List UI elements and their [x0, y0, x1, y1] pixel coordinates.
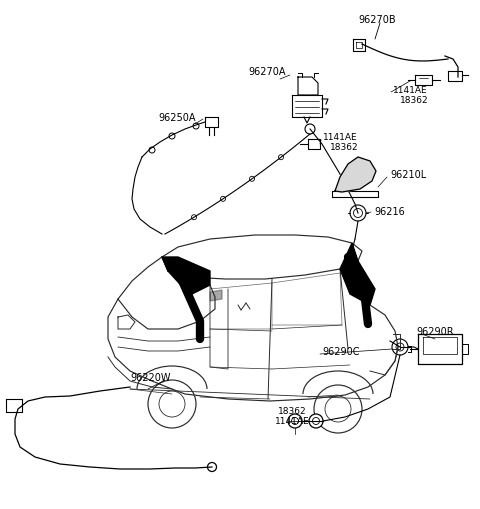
Text: 96250A: 96250A: [158, 113, 195, 123]
Polygon shape: [162, 258, 210, 295]
Polygon shape: [210, 291, 222, 301]
Text: 96270A: 96270A: [248, 67, 286, 77]
Text: 96220W: 96220W: [130, 372, 170, 382]
Text: 96290R: 96290R: [416, 326, 454, 336]
Circle shape: [288, 414, 302, 428]
Text: 18362: 18362: [330, 143, 359, 152]
Text: 18362: 18362: [278, 407, 307, 416]
Circle shape: [350, 206, 366, 221]
Text: 1141AE: 1141AE: [393, 86, 428, 94]
Polygon shape: [335, 158, 376, 192]
Text: 96270B: 96270B: [358, 15, 396, 25]
Circle shape: [220, 197, 226, 202]
Text: 96210L: 96210L: [390, 169, 426, 180]
Circle shape: [169, 134, 175, 140]
Circle shape: [392, 340, 408, 355]
Circle shape: [149, 148, 155, 154]
Circle shape: [250, 177, 254, 182]
Text: 1141AE: 1141AE: [275, 417, 310, 426]
Circle shape: [193, 124, 199, 130]
Text: 96290C: 96290C: [322, 346, 360, 356]
Polygon shape: [340, 243, 375, 305]
Text: 96216: 96216: [374, 207, 405, 216]
Text: 18362: 18362: [400, 95, 429, 104]
Circle shape: [309, 414, 323, 428]
Text: 1141AE: 1141AE: [323, 133, 358, 142]
Circle shape: [192, 215, 196, 220]
Circle shape: [278, 155, 284, 160]
Circle shape: [207, 463, 216, 471]
